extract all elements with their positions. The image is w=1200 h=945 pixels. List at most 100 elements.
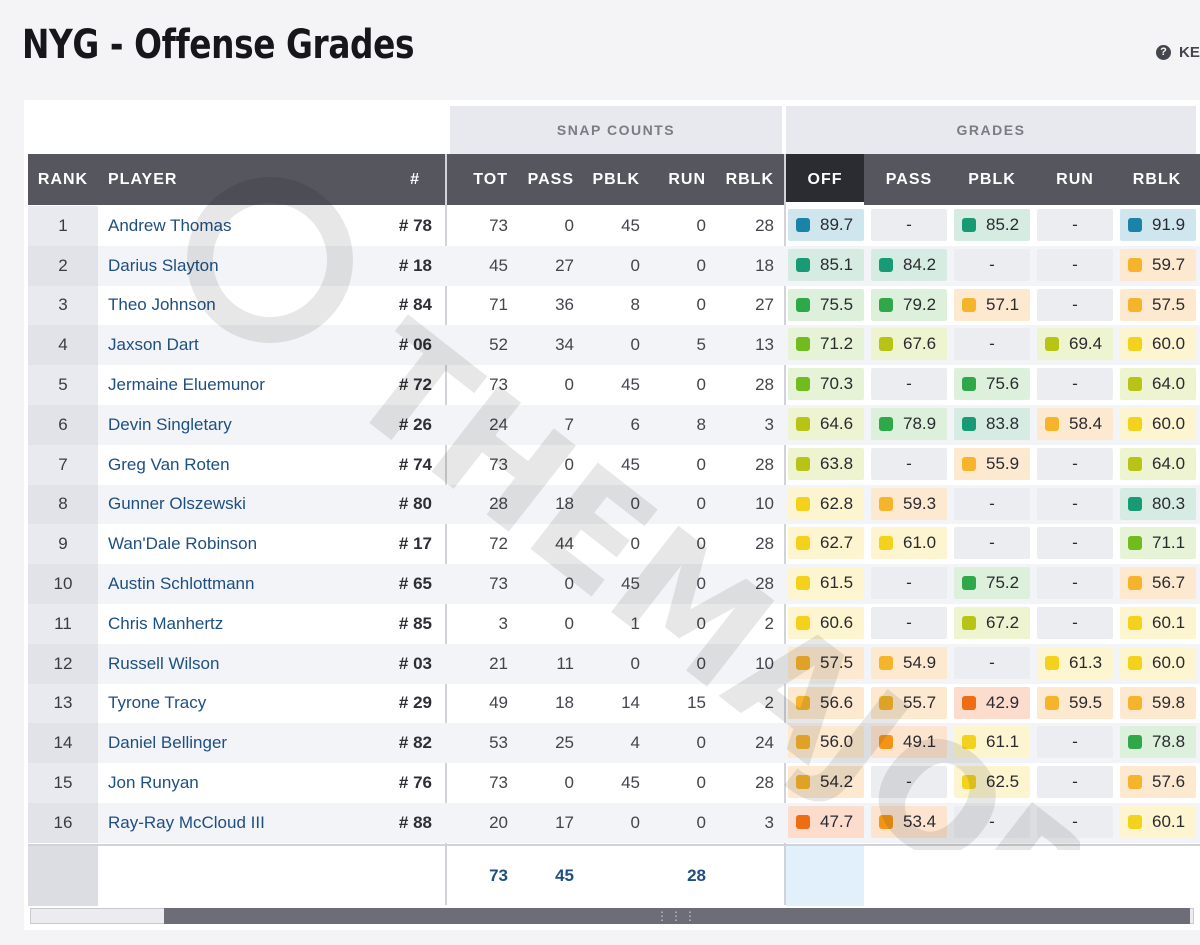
- grade-pblk-cell: 55.9: [954, 447, 1030, 480]
- grade-pblk-cell: -: [954, 527, 1030, 560]
- grade-value: 75.6: [986, 374, 1020, 394]
- player-name-link[interactable]: Daniel Bellinger: [108, 733, 228, 753]
- grade-pass-cell: 67.6: [871, 328, 947, 361]
- snap-rblk-cell: 3: [764, 414, 774, 434]
- snap-pblk-cell: 45: [621, 215, 640, 235]
- grade-swatch: [1128, 456, 1142, 471]
- snap-run-cell: 0: [696, 574, 706, 594]
- table-row: 9 Wan'Dale Robinson # 17 72 44 0 0 28 62.7 61.0- -…: [28, 524, 1200, 565]
- grade-swatch: [962, 297, 976, 312]
- snap-rblk-cell: 3: [764, 812, 774, 832]
- grade-pass-cell: 53.4: [871, 805, 947, 838]
- grade-run-cell: 69.4: [1037, 328, 1113, 361]
- grade-run-cell: -: [1037, 487, 1113, 520]
- grade-swatch: [879, 496, 893, 511]
- group-header-grades: GRADES: [786, 106, 1196, 154]
- grade-swatch: [796, 257, 810, 272]
- grade-run-cell: -: [1037, 288, 1113, 321]
- player-name-link[interactable]: Jermaine Eluemunor: [108, 375, 265, 395]
- grade-value: 63.8: [820, 453, 854, 473]
- player-name-link[interactable]: Gunner Olszewski: [108, 494, 246, 514]
- snap-pass-cell: 17: [555, 812, 574, 832]
- snap-pblk-cell: 45: [621, 773, 640, 793]
- grade-pass-cell: -: [871, 567, 947, 600]
- snap-tot-cell: 49: [489, 693, 508, 713]
- snap-run-cell: 0: [696, 534, 706, 554]
- grade-value: 62.8: [820, 493, 854, 513]
- grade-value: 64.0: [1152, 374, 1186, 394]
- snap-rblk-cell: 28: [755, 773, 774, 793]
- player-name-link[interactable]: Darius Slayton: [108, 255, 219, 275]
- table-row: 7 Greg Van Roten # 74 73 0 45 0 28 63.8-55.9-64.…: [28, 444, 1200, 485]
- snap-pass-cell: 18: [555, 494, 574, 514]
- horizontal-scrollbar-thumb[interactable]: ⋮⋮⋮: [164, 908, 1190, 924]
- grade-pass-cell: -: [871, 606, 947, 639]
- key-label: KE: [1179, 44, 1200, 61]
- player-name-link[interactable]: Devin Singletary: [108, 414, 232, 434]
- player-name-link[interactable]: Theo Johnson: [108, 295, 216, 315]
- snap-tot-cell: 73: [489, 375, 508, 395]
- grade-off-cell: 57.5: [788, 646, 864, 679]
- col-pass[interactable]: PASS: [527, 171, 574, 188]
- key-button[interactable]: ? KE: [1156, 44, 1200, 61]
- grade-swatch: [796, 536, 810, 551]
- col-rblk[interactable]: RBLK: [725, 171, 774, 188]
- col-grade-run[interactable]: RUN: [1056, 171, 1094, 188]
- grade-rblk-cell: 64.0: [1120, 447, 1196, 480]
- col-number[interactable]: #: [410, 171, 420, 188]
- grade-swatch: [796, 695, 810, 710]
- col-grade-rblk[interactable]: RBLK: [1132, 171, 1182, 188]
- col-run[interactable]: RUN: [668, 171, 706, 188]
- col-grade-off[interactable]: OFF: [786, 154, 864, 205]
- player-name-link[interactable]: Tyrone Tracy: [108, 693, 207, 713]
- player-name-link[interactable]: Wan'Dale Robinson: [108, 534, 258, 554]
- player-name-link[interactable]: Andrew Thomas: [108, 215, 232, 235]
- grade-swatch: [796, 655, 810, 670]
- grade-rblk-cell: 60.0: [1120, 328, 1196, 361]
- grade-swatch: [796, 735, 810, 750]
- col-grade-pass[interactable]: PASS: [885, 171, 933, 188]
- snap-run-cell: 0: [696, 454, 706, 474]
- col-rank[interactable]: RANK: [37, 171, 89, 188]
- col-player[interactable]: PLAYER: [108, 171, 178, 188]
- grade-value: 69.4: [1069, 334, 1103, 354]
- player-name-link[interactable]: Jaxson Dart: [108, 335, 199, 355]
- snap-rblk-cell: 24: [755, 733, 774, 753]
- snap-pass-cell: 0: [564, 215, 574, 235]
- grade-off-cell: 71.2: [788, 328, 864, 361]
- grade-swatch: [962, 695, 976, 710]
- grade-value: 71.2: [820, 334, 854, 354]
- grade-value: 59.3: [903, 493, 937, 513]
- jersey-number: # 18: [398, 255, 432, 275]
- group-header-snap-counts: SNAP COUNTS: [450, 106, 782, 154]
- player-name-link[interactable]: Ray-Ray McCloud III: [108, 812, 265, 832]
- snap-tot-cell: 71: [489, 295, 508, 315]
- grade-value: 70.3: [820, 374, 854, 394]
- grade-value: 83.8: [986, 413, 1020, 433]
- table-row: 3 Theo Johnson # 84 71 36 8 0 27 75.5 79.2 57.1- 57…: [28, 285, 1200, 326]
- col-pblk[interactable]: PBLK: [592, 171, 640, 188]
- grade-pass-cell: -: [871, 209, 947, 241]
- snap-pblk-cell: 0: [630, 335, 640, 355]
- grade-swatch: [962, 615, 976, 630]
- grade-pass-cell: 54.9: [871, 646, 947, 679]
- player-name-link[interactable]: Jon Runyan: [108, 773, 199, 793]
- grade-swatch: [1128, 775, 1142, 790]
- col-grade-pblk[interactable]: PBLK: [968, 171, 1016, 188]
- player-name-link[interactable]: Chris Manhertz: [108, 613, 224, 633]
- grade-value: 47.7: [820, 811, 854, 831]
- player-name-link[interactable]: Greg Van Roten: [108, 454, 230, 474]
- snap-run-cell: 0: [696, 812, 706, 832]
- grade-swatch: [1045, 655, 1059, 670]
- table-row: 6 Devin Singletary # 26 24 7 6 8 3 64.6 78.9 83.8 5…: [28, 404, 1200, 445]
- player-name-link[interactable]: Austin Schlottmann: [108, 574, 255, 594]
- grade-run-cell: -: [1037, 606, 1113, 639]
- col-tot[interactable]: TOT: [473, 171, 508, 188]
- player-name-link[interactable]: Russell Wilson: [108, 653, 220, 673]
- table-row: 4 Jaxson Dart # 06 52 34 0 5 13 71.2 67.6- 69.4 60.…: [28, 325, 1200, 366]
- snap-pass-cell: 34: [555, 335, 574, 355]
- rank-cell: 5: [28, 365, 98, 405]
- grade-off-cell: 89.7: [788, 209, 864, 241]
- snap-rblk-cell: 28: [755, 215, 774, 235]
- totals-off-cell: [786, 846, 864, 906]
